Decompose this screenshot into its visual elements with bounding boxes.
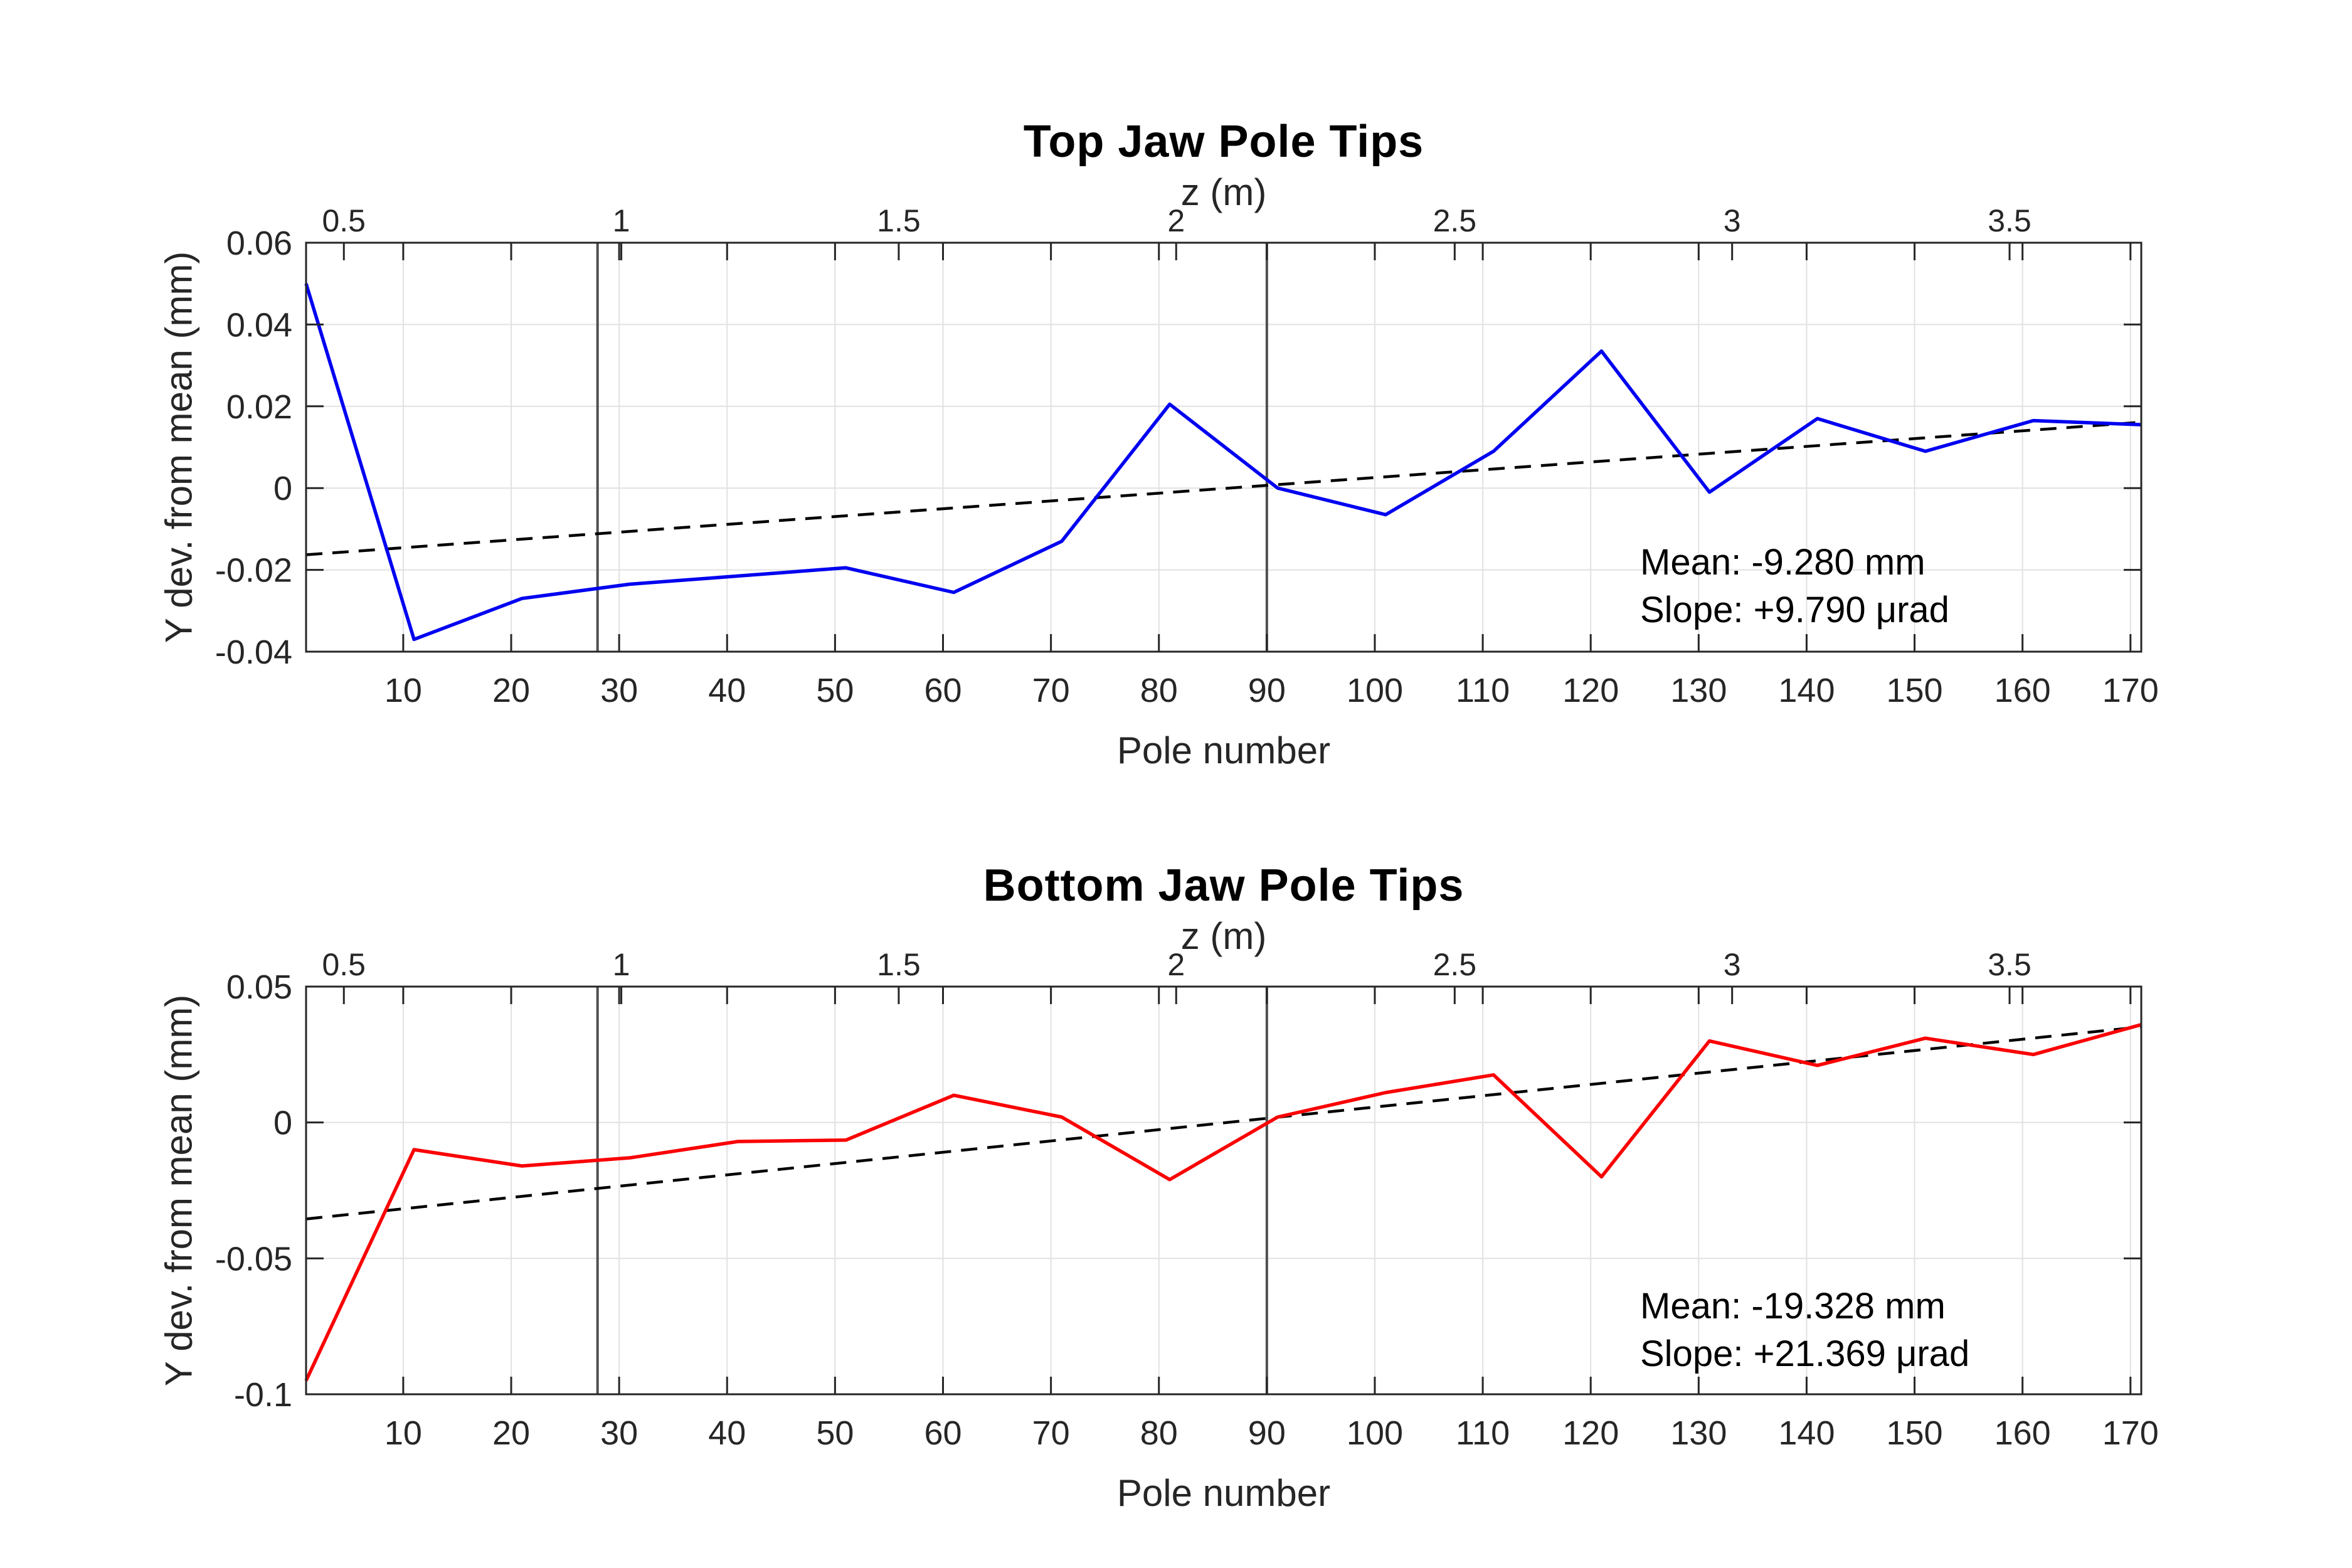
x-tick-label: 110 (1456, 1414, 1510, 1452)
x-tick-label: 20 (492, 672, 530, 709)
z-tick-label: 1 (613, 947, 630, 982)
annotation-slope-bottom: Slope: +21.369 μrad (1640, 1333, 1970, 1374)
annotation-mean-top: Mean: -9.280 mm (1640, 542, 1926, 583)
x-tick-label: 80 (1140, 672, 1178, 709)
x-tick-label: 20 (492, 1414, 530, 1452)
x-tick-label: 10 (384, 672, 422, 709)
x-tick-label: 150 (1886, 1414, 1942, 1452)
x-tick-label: 130 (1670, 1414, 1727, 1452)
axes-border (305, 985, 2143, 1396)
x-tick-label: 30 (600, 1414, 638, 1452)
annotation-mean-bottom: Mean: -19.328 mm (1640, 1286, 1946, 1327)
x-tick-label: 80 (1140, 1414, 1178, 1452)
x-tick-label: 10 (384, 1414, 422, 1452)
y-tick-label: -0.05 (215, 1240, 292, 1278)
x-tick-label: 60 (924, 1414, 961, 1452)
x-tick-label: 160 (1994, 1414, 2051, 1452)
y-tick-label: 0.04 (226, 306, 292, 344)
x-tick-label: 60 (924, 672, 961, 709)
x-tick-label: 40 (708, 672, 746, 709)
x-tick-label: 100 (1347, 1414, 1403, 1452)
x-tick-label: 30 (600, 672, 638, 709)
x-tick-label: 160 (1994, 672, 2051, 709)
x-tick-label: 90 (1248, 1414, 1286, 1452)
z-tick-label: 3 (1724, 947, 1741, 982)
z-tick-label: 0.5 (322, 203, 366, 238)
annotation-top: Mean: -9.280 mm Slope: +9.790 μrad (1640, 539, 1949, 634)
x-tick-label: 90 (1248, 672, 1286, 709)
x-tick-label: 140 (1778, 1414, 1835, 1452)
y-axis-label-top: Y dev. from mean (mm) (157, 251, 200, 644)
x-tick-label: 150 (1886, 672, 1942, 709)
z-tick-label: 3 (1724, 203, 1741, 238)
annotation-slope-top: Slope: +9.790 μrad (1640, 590, 1949, 630)
z-axis-label-top: z (m) (1180, 171, 1267, 213)
y-tick-label: -0.04 (215, 633, 292, 671)
z-tick-label: 1.5 (877, 947, 921, 982)
chart-title-bottom: Bottom Jaw Pole Tips (983, 861, 1465, 911)
x-tick-label: 50 (816, 672, 854, 709)
x-tick-label: 170 (2102, 672, 2159, 709)
y-tick-label: 0.06 (226, 225, 292, 262)
z-tick-label: 1.5 (877, 203, 921, 238)
z-tick-label: 3.5 (1988, 203, 2032, 238)
z-tick-label: 2 (1167, 947, 1185, 982)
y-tick-label: 0 (273, 470, 292, 507)
z-tick-label: 2.5 (1433, 203, 1477, 238)
z-tick-label: 3.5 (1988, 947, 2032, 982)
x-tick-label: 70 (1032, 672, 1070, 709)
y-tick-label: 0 (273, 1104, 292, 1142)
x-tick-label: 100 (1347, 672, 1403, 709)
x-tick-label: 50 (816, 1414, 854, 1452)
bottom-pole-tip-deviation (304, 1023, 2142, 1382)
x-tick-label: 120 (1562, 1414, 1619, 1452)
x-axis-label-top: Pole number (1116, 729, 1331, 771)
z-tick-label: 2 (1167, 203, 1185, 238)
x-tick-label: 70 (1032, 1414, 1070, 1452)
x-tick-label: 40 (708, 1414, 746, 1452)
chart-title-top: Top Jaw Pole Tips (1023, 117, 1424, 167)
x-tick-label: 110 (1456, 672, 1510, 709)
x-tick-label: 130 (1670, 672, 1727, 709)
y-axis-label-bottom: Y dev. from mean (mm) (157, 994, 200, 1387)
x-tick-label: 140 (1778, 672, 1835, 709)
y-tick-label: -0.1 (234, 1376, 292, 1414)
z-axis-label-bottom: z (m) (1180, 915, 1267, 957)
top-pole-tip-deviation (304, 283, 2142, 642)
y-tick-label: 0.05 (226, 968, 292, 1006)
z-tick-label: 1 (613, 203, 630, 238)
bottom-linear-fit (305, 1025, 2142, 1221)
z-tick-label: 2.5 (1433, 947, 1477, 982)
axes-border (305, 241, 2143, 653)
annotation-bottom: Mean: -19.328 mm Slope: +21.369 μrad (1640, 1283, 1969, 1378)
y-tick-label: 0.02 (226, 388, 292, 426)
y-tick-label: -0.02 (215, 552, 292, 590)
x-axis-label-bottom: Pole number (1116, 1472, 1331, 1514)
top-linear-fit (305, 420, 2142, 556)
z-tick-label: 0.5 (322, 947, 366, 982)
x-tick-label: 120 (1562, 672, 1619, 709)
x-tick-label: 170 (2102, 1414, 2159, 1452)
